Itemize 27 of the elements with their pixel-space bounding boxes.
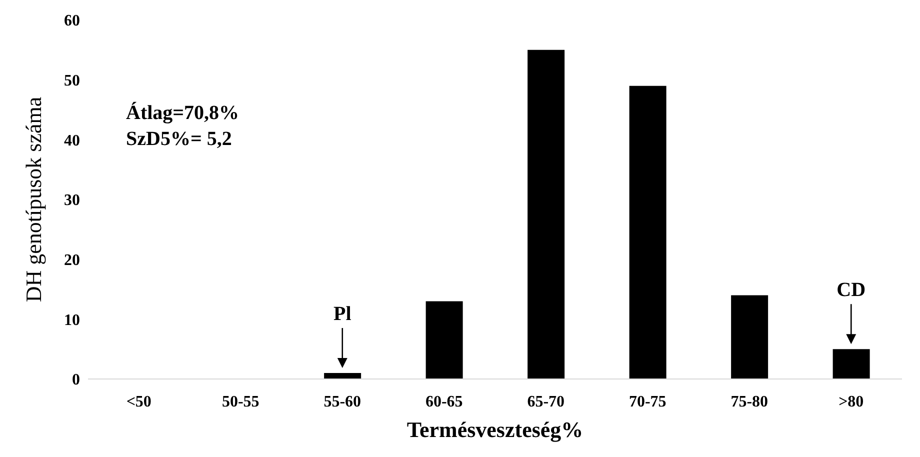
y-tick-label: 60 — [64, 12, 80, 30]
bar — [832, 349, 870, 379]
x-tick-label: 75-80 — [730, 393, 768, 410]
y-tick-label: 40 — [64, 132, 80, 150]
x-tick-label: 65-70 — [527, 393, 565, 410]
y-tick-label: 0 — [72, 372, 80, 389]
x-tick-label: <50 — [126, 393, 152, 410]
bar — [528, 50, 565, 379]
x-tick-label: >80 — [838, 393, 864, 410]
bar — [629, 86, 666, 379]
annotation: CD — [836, 279, 866, 302]
x-tick-label: 50-55 — [222, 393, 260, 410]
annotation: SzD5%= 5,2 — [126, 127, 233, 152]
y-tick-label: 20 — [64, 252, 80, 270]
bar — [324, 373, 362, 379]
bar — [731, 295, 768, 379]
x-axis-title: Termésveszteség% — [406, 417, 584, 442]
annotation: Pl — [333, 303, 352, 326]
y-tick-label: 10 — [64, 312, 80, 329]
y-tick-label: 30 — [64, 192, 80, 210]
y-tick-label: 50 — [64, 72, 80, 90]
x-tick-label: 55-60 — [324, 393, 362, 410]
bar — [426, 301, 463, 379]
x-tick-label: 60-65 — [425, 393, 463, 410]
x-tick-label: 70-75 — [628, 393, 666, 410]
y-axis-title: DH genotípusok száma — [20, 96, 46, 302]
annotation: Átlag=70,8% — [126, 100, 240, 126]
